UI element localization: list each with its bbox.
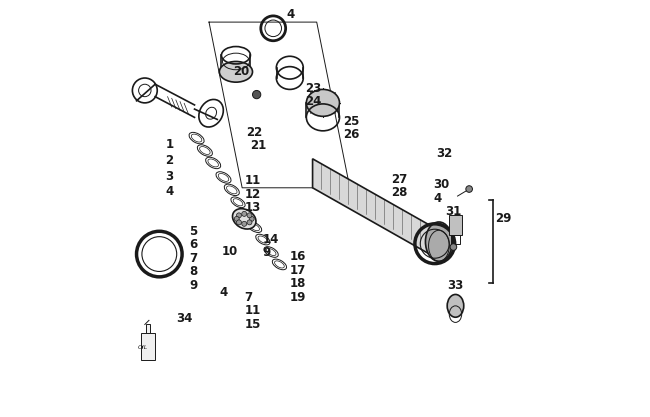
Text: 20: 20 [233,65,250,78]
Text: 32: 32 [436,147,452,160]
Text: 2: 2 [166,154,174,167]
Text: 4: 4 [287,8,295,21]
Text: 7: 7 [189,252,197,265]
Text: 8: 8 [189,265,198,278]
Text: 30: 30 [434,178,450,191]
Circle shape [450,244,457,250]
Circle shape [237,213,241,218]
Circle shape [466,186,473,192]
Text: 3: 3 [166,170,174,183]
Text: 19: 19 [290,291,306,304]
Text: 12: 12 [244,188,261,201]
Text: 17: 17 [290,264,306,277]
Text: 4: 4 [434,192,442,205]
Ellipse shape [426,222,452,261]
Text: 15: 15 [244,318,261,331]
Text: 31: 31 [445,205,462,218]
Circle shape [242,221,247,226]
Text: 4: 4 [219,286,227,299]
Bar [451,236,460,244]
Text: OIL: OIL [138,345,148,350]
Bar [449,215,462,236]
Text: 18: 18 [290,277,306,290]
Text: 34: 34 [176,312,192,325]
Text: 7: 7 [244,291,252,304]
Text: 16: 16 [290,251,306,264]
Text: 28: 28 [391,186,408,199]
Text: 5: 5 [189,225,198,238]
Circle shape [249,216,254,221]
Circle shape [247,220,252,225]
Text: 25: 25 [343,115,359,128]
Circle shape [252,90,261,99]
Text: 9: 9 [263,246,271,259]
Text: 29: 29 [495,212,511,225]
Ellipse shape [447,294,463,317]
Ellipse shape [306,89,339,116]
Circle shape [237,220,241,225]
Text: 27: 27 [391,173,408,186]
Ellipse shape [219,61,252,82]
Text: 33: 33 [447,279,463,292]
Circle shape [247,213,252,218]
Text: 4: 4 [166,186,174,198]
Text: 13: 13 [244,201,261,214]
Text: 9: 9 [189,279,198,291]
Circle shape [242,211,247,216]
Bar [146,324,150,333]
Text: 26: 26 [343,128,359,141]
Text: 24: 24 [305,95,322,108]
Text: 21: 21 [250,139,266,152]
Text: 23: 23 [305,82,321,95]
Text: 1: 1 [166,138,174,151]
Text: 11: 11 [244,174,261,187]
Text: 6: 6 [189,238,198,251]
Circle shape [234,216,239,221]
Text: 14: 14 [263,233,280,246]
Bar [140,333,155,360]
Polygon shape [313,159,437,258]
Text: 11: 11 [244,304,261,317]
Ellipse shape [233,208,256,229]
Text: 22: 22 [246,126,263,139]
Text: 10: 10 [222,246,238,259]
